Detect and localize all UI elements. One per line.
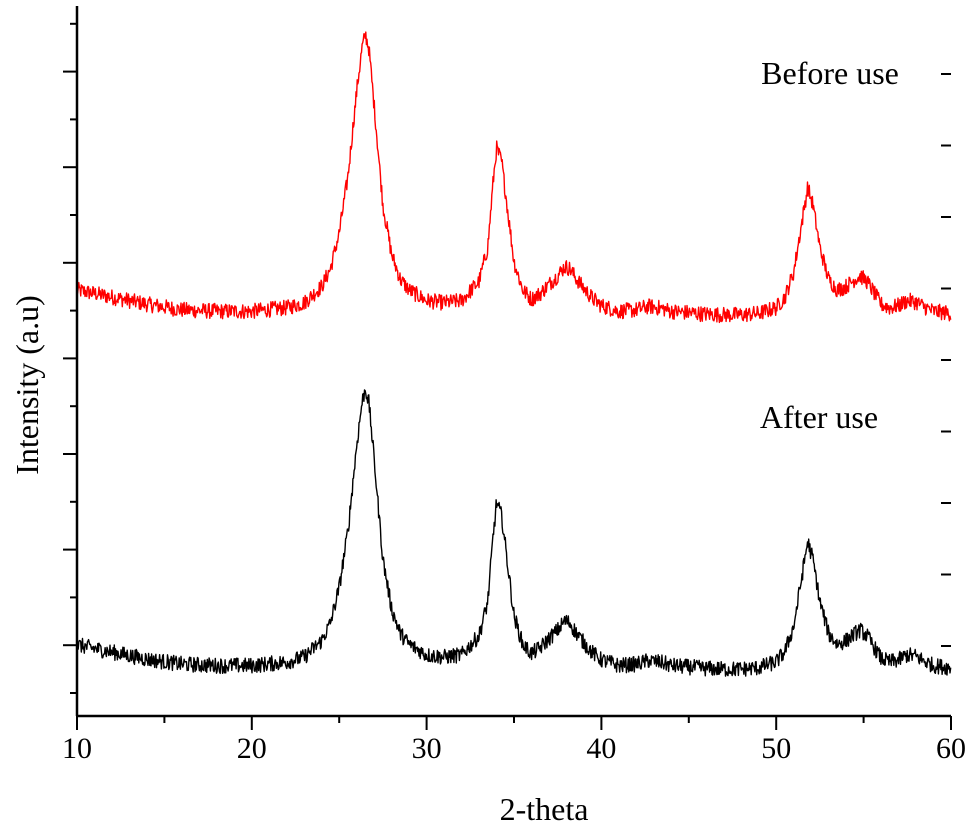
x-tick-label-50: 50 <box>761 732 791 765</box>
labels-layer: 10 20 30 40 50 60 2-theta Intensity (a.u) Before… <box>9 55 966 827</box>
ticks-layer <box>63 22 952 730</box>
x-axis-title: 2-theta <box>500 791 589 827</box>
series-layer <box>76 31 952 677</box>
annotation-before-use: Before use <box>761 55 899 91</box>
x-tick-label-40: 40 <box>586 732 616 765</box>
y-axis-title: Intensity (a.u) <box>9 295 45 475</box>
annotation-after-use: After use <box>760 399 878 435</box>
x-tick-label-30: 30 <box>412 732 442 765</box>
x-tick-label-20: 20 <box>237 732 267 765</box>
series-before-use-line <box>76 31 952 324</box>
series-after-use-line <box>76 389 952 677</box>
x-tick-label-60: 60 <box>936 732 966 765</box>
x-tick-label-10: 10 <box>62 732 92 765</box>
